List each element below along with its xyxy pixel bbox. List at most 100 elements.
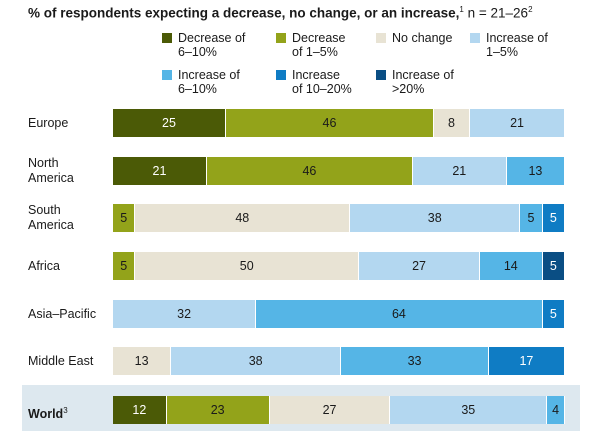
bar-segment: 32: [113, 300, 257, 328]
legend-label: No change: [392, 31, 453, 45]
bar-value-label: 48: [235, 211, 250, 225]
bar-segment: 46: [206, 157, 413, 185]
row-label: North America: [28, 156, 74, 186]
bar-segment: 33: [341, 347, 489, 375]
bar-segment: 8: [433, 109, 471, 137]
bar-segment: 17: [488, 347, 565, 375]
chart-title: % of respondents expecting a decrease, n…: [28, 5, 593, 21]
legend-item: Increase of 6–10%: [162, 68, 240, 96]
bar-value-label: 46: [322, 116, 337, 130]
row-label-text: North America: [28, 156, 74, 185]
bar-value-label: 5: [549, 307, 557, 321]
bar-value-label: 17: [519, 354, 534, 368]
bar-value-label: 33: [407, 354, 422, 368]
bar-segment: 46: [226, 109, 434, 137]
bar-segment: 5: [542, 204, 565, 232]
bar-segment: 12: [113, 396, 167, 424]
legend-label: Increase of 1–5%: [486, 31, 548, 59]
bar-value-label: 27: [322, 403, 337, 417]
legend-label: Decrease of 1–5%: [292, 31, 346, 59]
bar-segment: 48: [135, 204, 351, 232]
bar-value-label: 5: [549, 259, 557, 273]
legend-item: Increase of 10–20%: [276, 68, 352, 96]
legend-label: Decrease of 6–10%: [178, 31, 246, 59]
row-label: Africa: [28, 259, 60, 274]
bar-value-label: 25: [162, 116, 176, 130]
bar-segment: 50: [135, 252, 360, 280]
subtitle-footnote: 2: [528, 5, 533, 14]
legend-swatch: [162, 70, 172, 80]
legend-swatch: [276, 33, 286, 43]
row-label-text: Europe: [28, 115, 69, 130]
row-label-text: World: [28, 406, 64, 421]
bar-value-label: 32: [177, 307, 192, 321]
bar-value-label: 21: [152, 164, 167, 178]
row-label: South America: [28, 203, 74, 233]
bar-segment: 25: [113, 109, 226, 137]
bar-segment: 4: [547, 396, 565, 424]
bar-segment: 38: [350, 204, 521, 232]
bar-segment: 13: [113, 347, 172, 375]
bar-value-label: 5: [549, 211, 557, 225]
bar-segment: 23: [166, 396, 270, 424]
bar-value-label: 14: [503, 259, 518, 273]
row-label-text: South America: [28, 203, 74, 232]
row-label-footnote: 3: [63, 405, 68, 415]
bar-value-label: 13: [528, 164, 543, 178]
legend-item: Decrease of 6–10%: [162, 31, 245, 59]
legend-item: No change: [376, 31, 452, 45]
legend-item: Decrease of 1–5%: [276, 31, 346, 59]
row-label: Europe: [28, 116, 68, 131]
row-label-text: Middle East: [28, 353, 94, 368]
bar-value-label: 38: [427, 211, 442, 225]
bar-segment: 64: [256, 300, 543, 328]
bar-segment: 13: [506, 157, 565, 185]
bar-value-label: 23: [210, 403, 225, 417]
bar-value-label: 12: [132, 403, 147, 417]
bar-segment: 21: [412, 157, 507, 185]
legend-swatch: [376, 70, 386, 80]
bar-value-label: 8: [448, 116, 455, 130]
bar-value-label: 4: [552, 403, 560, 417]
bar-segment: 21: [113, 157, 207, 185]
legend-swatch: [162, 33, 172, 43]
bar-value-label: 35: [461, 403, 476, 417]
bar-segment: 5: [113, 252, 136, 280]
bar-segment: 27: [359, 252, 480, 280]
legend-label: Increase of >20%: [392, 68, 454, 96]
legend-label: Increase of 10–20%: [292, 68, 352, 96]
title-main: % of respondents expecting a decrease, n…: [28, 5, 460, 21]
bar-value-label: 46: [302, 164, 317, 178]
bar-segment: 14: [479, 252, 543, 280]
bar-segment: 21: [470, 109, 565, 137]
row-label: Asia–Pacific: [28, 307, 96, 322]
bar-value-label: 13: [134, 354, 149, 368]
legend-swatch: [276, 70, 286, 80]
row-label: World3: [28, 403, 68, 422]
bar-value-label: 5: [120, 259, 128, 273]
legend-label: Increase of 6–10%: [178, 68, 240, 96]
bar-value-label: 38: [248, 354, 263, 368]
row-label-text: Asia–Pacific: [28, 306, 97, 321]
row-label: Middle East: [28, 354, 93, 369]
bar-value-label: 21: [510, 116, 524, 130]
bar-segment: 5: [520, 204, 543, 232]
legend-item: Increase of 1–5%: [470, 31, 548, 59]
chart-subtitle: n = 21–26: [467, 5, 529, 21]
bar-segment: 5: [113, 204, 136, 232]
title-footnote: 1: [459, 5, 464, 14]
bar-value-label: 64: [391, 307, 406, 321]
bar-value-label: 5: [527, 211, 535, 225]
bar-value-label: 21: [452, 164, 467, 178]
legend-item: Increase of >20%: [376, 68, 454, 96]
row-label-text: Africa: [28, 258, 60, 273]
bar-segment: 27: [269, 396, 391, 424]
bar-value-label: 50: [239, 259, 254, 273]
bar-value-label: 5: [120, 211, 128, 225]
bar-value-label: 27: [412, 259, 426, 273]
bar-segment: 38: [171, 347, 342, 375]
bar-segment: 5: [542, 252, 565, 280]
bar-segment: 5: [542, 300, 565, 328]
legend-swatch: [470, 33, 480, 43]
bar-segment: 35: [390, 396, 548, 424]
